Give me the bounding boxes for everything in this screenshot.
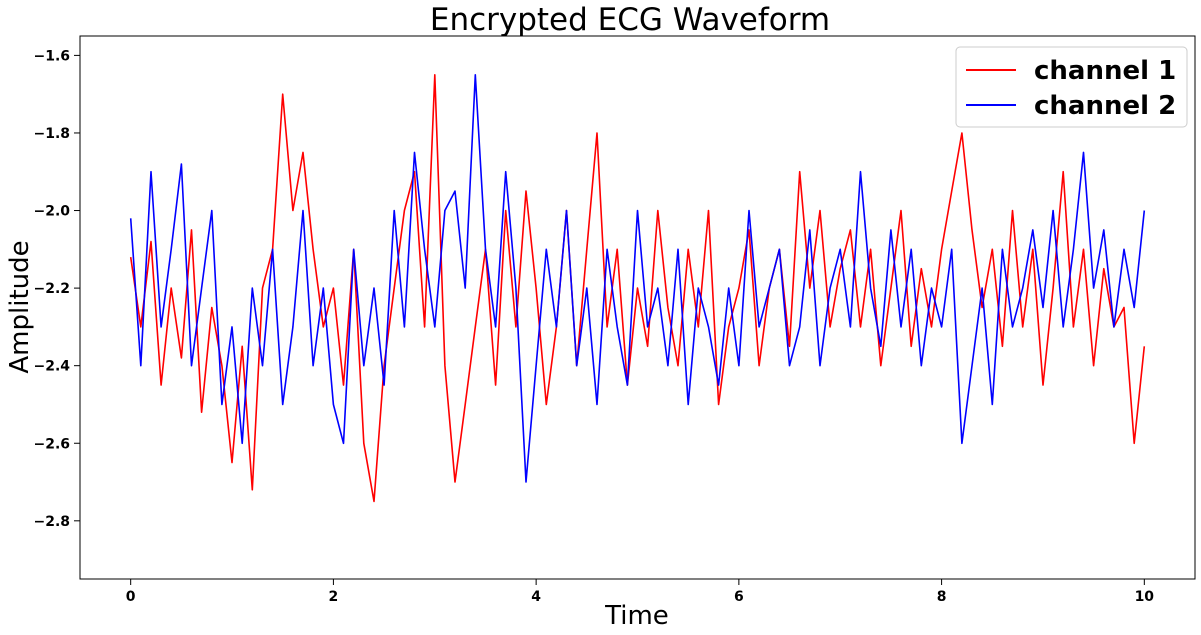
y-tick-label: −2.4: [33, 359, 70, 375]
y-tick-label: −1.8: [33, 126, 70, 142]
series-line-channel-1: [129, 74, 1146, 503]
x-tick-label: 2: [329, 589, 339, 605]
y-axis-title: Amplitude: [5, 240, 35, 373]
x-tick-label: 6: [734, 589, 744, 605]
x-axis-title: Time: [604, 601, 669, 631]
x-tick-label: 8: [937, 589, 947, 605]
y-tick-label: −1.6: [33, 48, 70, 64]
plot-frame: [79, 35, 1196, 580]
chart-title: Encrypted ECG Waveform: [430, 2, 830, 38]
x-tick-label: 0: [126, 589, 136, 605]
y-tick-label: −2.0: [33, 204, 70, 220]
x-tick-label: 4: [531, 589, 541, 605]
axis-ticks: 0 2 4 6 8 10 −2.8 −2.6 −2.4 −2.2 −2.0 −1.8 −1.6: [33, 48, 1154, 605]
legend-box: [955, 46, 1188, 128]
y-tick-label: −2.8: [33, 514, 70, 530]
series-line-channel-2: [129, 74, 1146, 483]
legend: channel 1 channel 2: [955, 46, 1188, 128]
series-layer: [129, 74, 1146, 503]
legend-label-channel-1: channel 1: [1034, 56, 1176, 86]
y-tick-label: −2.6: [33, 436, 70, 452]
x-tick-label: 10: [1135, 589, 1155, 605]
legend-label-channel-2: channel 2: [1034, 91, 1176, 121]
y-tick-label: −2.2: [33, 281, 70, 297]
